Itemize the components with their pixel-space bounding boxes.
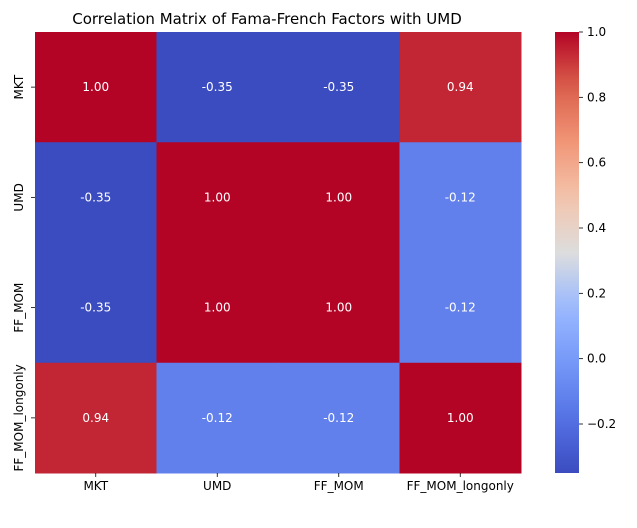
heatmap-cell <box>156 32 279 143</box>
y-tick-label: FF_MOM_longonly <box>12 364 26 471</box>
heatmap-cell <box>278 142 400 253</box>
heatmap-cell <box>399 32 522 143</box>
colorbar-tick-label: 0.6 <box>587 156 606 170</box>
cell-value-label: 1.00 <box>325 301 352 315</box>
x-tick-label: FF_MOM <box>314 479 364 493</box>
colorbar-tick-label: 0.2 <box>587 286 606 300</box>
heatmap-cell <box>35 142 157 253</box>
colorbar-tick-label: 0.0 <box>587 352 606 366</box>
chart-title: Correlation Matrix of Fama-French Factor… <box>72 10 462 28</box>
heatmap-cell <box>156 252 279 364</box>
cell-value-label: -0.12 <box>323 411 354 425</box>
heatmap-cell <box>278 362 400 474</box>
cell-value-label: 1.00 <box>325 190 352 204</box>
heatmap-cell <box>399 142 522 253</box>
cell-value-label: 1.00 <box>447 411 474 425</box>
colorbar-gradient <box>555 32 579 473</box>
colorbar-tick-label: −0.2 <box>587 417 616 431</box>
colorbar-tick-label: 0.8 <box>587 90 606 104</box>
heatmap-cells: 1.00 -0.35 -0.35 0.94 -0.35 1.00 1.00 -0.12 -0.3… <box>35 32 522 474</box>
cell-value-label: 1.00 <box>204 190 231 204</box>
colorbar: −0.2 0.0 0.2 0.4 0.6 0.8 1.0 <box>555 25 616 473</box>
cell-value-label: -0.12 <box>202 411 233 425</box>
heatmap-cell <box>35 252 157 364</box>
x-tick-label: MKT <box>83 479 108 493</box>
cell-value-label: 0.94 <box>447 80 474 94</box>
colorbar-tick-label: 0.4 <box>587 221 606 235</box>
heatmap-cell <box>156 362 279 474</box>
cell-value-label: 1.00 <box>82 80 109 94</box>
colorbar-tick-label: 1.0 <box>587 25 606 39</box>
cell-value-label: -0.35 <box>80 190 111 204</box>
x-axis: MKT UMD FF_MOM FF_MOM_longonly <box>83 473 514 493</box>
heatmap-cell <box>35 32 157 143</box>
x-tick-label: UMD <box>203 479 231 493</box>
y-tick-label: FF_MOM <box>12 283 26 333</box>
y-axis: MKT UMD FF_MOM FF_MOM_longonly <box>12 74 35 472</box>
y-tick-label: MKT <box>12 74 26 99</box>
cell-value-label: -0.35 <box>202 80 233 94</box>
heatmap-cell <box>156 142 279 253</box>
cell-value-label: 0.94 <box>82 411 109 425</box>
heatmap-cell <box>278 252 400 364</box>
cell-value-label: -0.35 <box>80 301 111 315</box>
cell-value-label: 1.00 <box>204 301 231 315</box>
cell-value-label: -0.12 <box>445 301 476 315</box>
cell-value-label: -0.35 <box>323 80 354 94</box>
cell-value-label: -0.12 <box>445 190 476 204</box>
y-tick-label: UMD <box>12 183 26 211</box>
heatmap-cell <box>399 362 522 474</box>
heatmap-cell <box>278 32 400 143</box>
x-tick-label: FF_MOM_longonly <box>407 479 514 493</box>
heatmap-cell <box>399 252 522 364</box>
heatmap-cell <box>35 362 157 474</box>
